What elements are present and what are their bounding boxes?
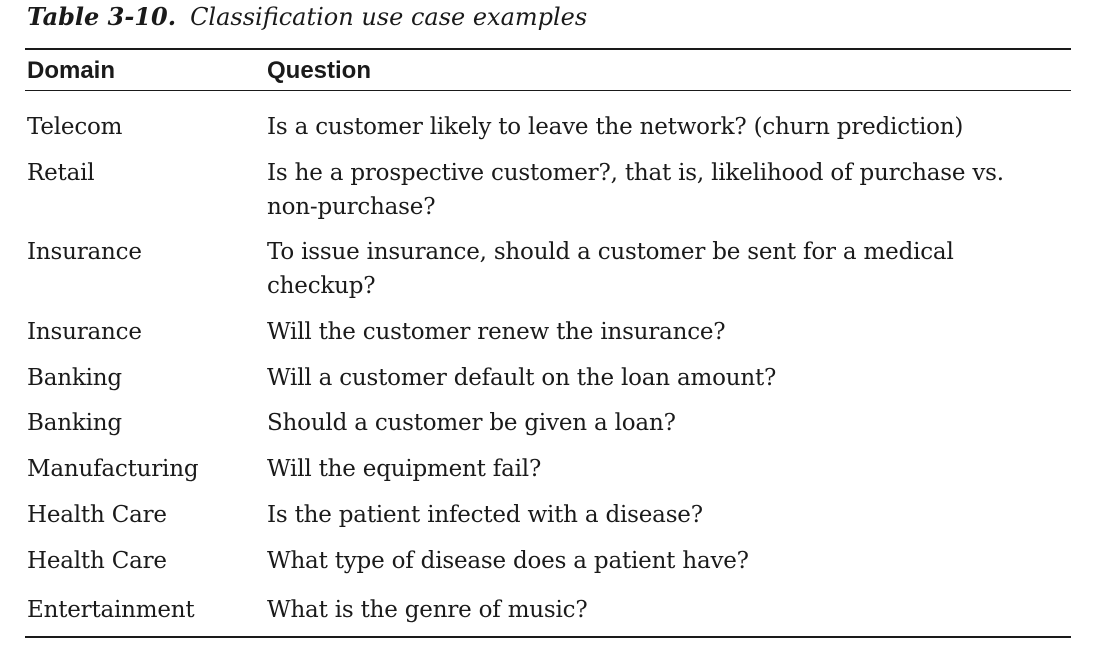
row-5-question: Will a customer default on the loan amou… xyxy=(267,365,777,391)
row-2-domain: Retail xyxy=(27,160,95,186)
row-1-domain: Telecom xyxy=(27,114,123,140)
row-10-domain: Entertainment xyxy=(27,597,195,623)
row-7-domain: Manufacturing xyxy=(27,456,199,482)
row-5-domain: Banking xyxy=(27,365,122,391)
table-caption-label: Table 3-10. xyxy=(27,2,177,31)
table-caption: Table 3-10. Classification use case examp… xyxy=(27,0,587,34)
row-9-question: What type of disease does a patient have… xyxy=(267,548,749,574)
row-7-question: Will the equipment fail? xyxy=(267,456,542,482)
row-3-question: To issue insurance, should a customer be… xyxy=(267,239,954,299)
table-top-rule xyxy=(25,48,1071,50)
row-10-question: What is the genre of music? xyxy=(267,597,588,623)
row-4-domain: Insurance xyxy=(27,319,142,345)
row-2-question: Is he a prospective customer?, that is, … xyxy=(267,160,1004,220)
table-caption-title: Classification use case examples xyxy=(190,3,588,31)
table-header-rule xyxy=(25,90,1071,91)
column-header-question: Question xyxy=(267,57,372,84)
row-3-domain: Insurance xyxy=(27,239,142,265)
row-8-domain: Health Care xyxy=(27,502,167,528)
row-1-question: Is a customer likely to leave the networ… xyxy=(267,114,964,140)
table-bottom-rule xyxy=(25,636,1071,638)
row-8-question: Is the patient infected with a disease? xyxy=(267,502,703,528)
row-6-question: Should a customer be given a loan? xyxy=(267,410,676,436)
column-header-domain: Domain xyxy=(27,57,116,84)
row-9-domain: Health Care xyxy=(27,548,167,574)
row-4-question: Will the customer renew the insurance? xyxy=(267,319,726,345)
row-6-domain: Banking xyxy=(27,410,122,436)
